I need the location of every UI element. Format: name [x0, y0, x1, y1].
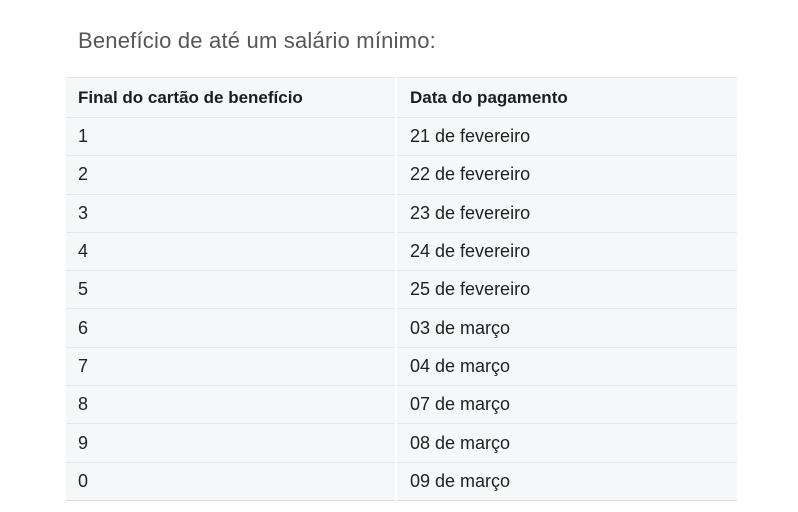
table-body: 1 21 de fevereiro 2 22 de fevereiro 3 23…: [66, 116, 737, 501]
cell-payment-date: 25 de fevereiro: [395, 270, 737, 309]
cell-card-final-digit: 2: [66, 155, 396, 195]
table-row: 3 23 de fevereiro: [66, 193, 737, 233]
table-row: 0 09 de março: [66, 461, 737, 501]
table-row: 1 21 de fevereiro: [66, 116, 737, 156]
cell-payment-date: 04 de março: [395, 346, 737, 386]
cell-card-final-digit: 4: [66, 231, 396, 271]
table-row: 6 03 de março: [66, 308, 737, 348]
cell-card-final-digit: 5: [66, 270, 396, 309]
cell-card-final-digit: 1: [66, 116, 396, 156]
payment-schedule-table: Final do cartão de benefício Data do pag…: [66, 77, 737, 501]
header-final-do-cartao: Final do cartão de benefício: [66, 77, 396, 118]
header-data-do-pagamento: Data do pagamento: [395, 77, 737, 118]
cell-payment-date: 23 de fevereiro: [395, 193, 737, 233]
cell-card-final-digit: 3: [66, 193, 396, 233]
page-title: Benefício de até um salário mínimo:: [78, 28, 436, 53]
table-header: Final do cartão de benefício Data do pag…: [66, 77, 737, 118]
cell-card-final-digit: 0: [66, 461, 396, 501]
cell-card-final-digit: 7: [66, 346, 396, 386]
cell-card-final-digit: 6: [66, 308, 396, 348]
table-row: 8 07 de março: [66, 385, 737, 424]
cell-payment-date: 03 de março: [395, 308, 737, 348]
cell-payment-date: 07 de março: [395, 385, 737, 424]
table-header-row: Final do cartão de benefício Data do pag…: [66, 77, 737, 118]
cell-payment-date: 09 de março: [395, 461, 737, 501]
cell-card-final-digit: 8: [66, 385, 396, 424]
cell-payment-date: 22 de fevereiro: [395, 155, 737, 195]
table-row: 7 04 de março: [66, 346, 737, 386]
cell-card-final-digit: 9: [66, 423, 396, 463]
table-row: 9 08 de março: [66, 423, 737, 463]
cell-payment-date: 24 de fevereiro: [395, 231, 737, 271]
cell-payment-date: 21 de fevereiro: [395, 116, 737, 156]
table-row: 2 22 de fevereiro: [66, 155, 737, 195]
table-row: 5 25 de fevereiro: [66, 270, 737, 309]
table-row: 4 24 de fevereiro: [66, 231, 737, 271]
cell-payment-date: 08 de março: [395, 423, 737, 463]
